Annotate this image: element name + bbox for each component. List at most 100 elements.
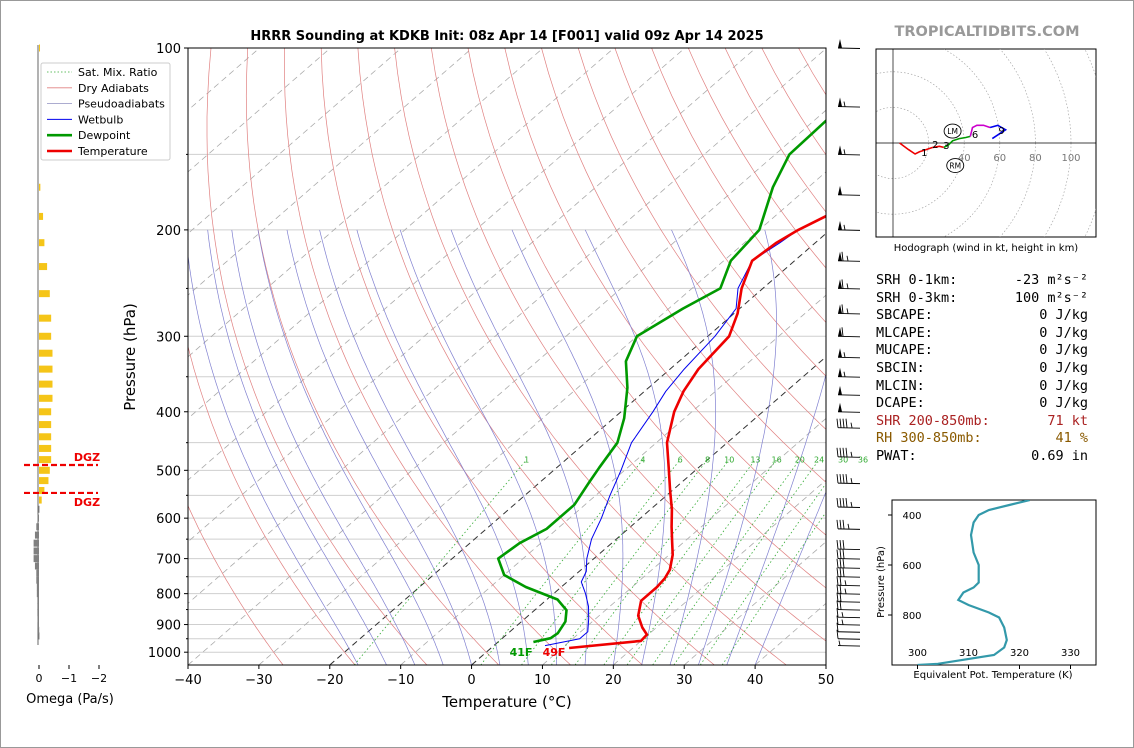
moist-adiabat (207, 229, 387, 665)
barb-staff (837, 576, 861, 578)
barb-staff (837, 528, 861, 530)
dry-adiabat (394, 48, 787, 665)
omega-bar (39, 496, 42, 504)
wind-barb (837, 304, 861, 315)
barb-flag (839, 567, 842, 577)
moist-adiabat (450, 229, 588, 665)
isotherm (188, 109, 826, 665)
wind-barb (836, 615, 861, 626)
param-row: SRH 0-1km: -23 m²s⁻² (876, 272, 1116, 290)
barb-staff (837, 356, 861, 359)
omega-bar (39, 290, 50, 298)
moist-adiabat (188, 252, 359, 665)
barb-half (850, 478, 853, 484)
storm-motion-label: LM (947, 127, 958, 136)
y-tick-label: 900 (156, 619, 181, 634)
omega-bar (34, 531, 39, 539)
omega-tick-label: −1 (61, 672, 77, 685)
omega-bar (39, 433, 52, 441)
wind-barb (837, 367, 861, 378)
omega-bar (39, 365, 53, 373)
barb-flag (836, 540, 839, 550)
hodo-segment (989, 124, 1008, 140)
theta-e-plot-area (891, 499, 1097, 666)
omega-panel: DGZ DGZ 0 −1 −2 (24, 44, 107, 685)
omega-bar (38, 626, 40, 634)
barb-half (850, 501, 853, 508)
barb-flag (836, 418, 839, 428)
param-label: PWAT: (876, 447, 917, 464)
storm-motion-marker (946, 158, 965, 173)
wind-barb (837, 97, 861, 108)
wind-barb (837, 220, 861, 231)
x-tick-label: 40 (747, 673, 764, 688)
moist-adiabat (399, 229, 557, 665)
barb-staff (837, 312, 861, 315)
y-tick-label: 400 (156, 406, 181, 421)
barb-flag (841, 251, 844, 261)
omega-bar (37, 596, 39, 604)
param-label: MLCAPE: (876, 324, 933, 341)
skewt-profiles (496, 119, 826, 650)
param-value: 0 J/kg (1039, 307, 1088, 324)
barb-flag (839, 519, 842, 529)
barb-staff (837, 631, 861, 633)
dry-adiabat (245, 48, 499, 665)
barb-half (843, 224, 846, 230)
mixing-ratio-line (673, 459, 820, 665)
y-tick-label: 1000 (148, 646, 181, 661)
dry-adiabat (467, 48, 826, 589)
mixing-ratio-line (353, 459, 528, 665)
dry-adiabat (284, 48, 571, 665)
param-label: SRH 0-1km: (876, 272, 958, 288)
param-row: MLCAPE: 0 J/kg (876, 325, 1116, 343)
mixing-ratio-line (603, 459, 756, 665)
isotherm (258, 171, 826, 665)
mixing-ratio-line (480, 459, 644, 665)
mixing-ratio-label: 30 (838, 456, 848, 465)
dgz-label: DGZ (74, 496, 100, 509)
wind-barb (836, 567, 861, 578)
hodo-segment (943, 135, 971, 149)
barb-flag (845, 418, 848, 428)
barb-flag (839, 576, 842, 586)
omega-bar (38, 505, 40, 513)
dry-adiabat (651, 48, 826, 323)
hodo-segment (932, 145, 944, 149)
dgz-label: DGZ (74, 451, 100, 464)
param-label: SBCAPE: (876, 307, 933, 324)
barb-pennant (838, 39, 842, 48)
omega-bar (36, 590, 39, 598)
mixing-ratio-line (652, 459, 801, 665)
barb-flag (839, 497, 842, 508)
mixing-ratio-line (550, 459, 708, 665)
param-value: 0 J/kg (1039, 377, 1088, 394)
hodo-height-label: 6 (972, 130, 978, 141)
barb-flag (842, 497, 845, 508)
skewt-xlabel: Temperature (°C) (441, 693, 571, 711)
barb-half (850, 451, 853, 457)
barb-staff (837, 411, 861, 413)
barb-flag (836, 622, 839, 632)
barb-staff (837, 506, 861, 508)
wetbulb-profile (544, 215, 826, 647)
theta-x-tick-label: 310 (959, 648, 978, 659)
barb-staff (837, 427, 861, 429)
omega-bar (38, 632, 40, 640)
moist-adiabat (754, 490, 826, 665)
barb-half (841, 619, 844, 625)
brand-logo-text[interactable]: TROPICALTIDBITS.COM (894, 24, 1079, 40)
moist-adiabat (356, 229, 529, 665)
wind-barbs (836, 39, 861, 647)
hodo-height-label: 3 (943, 141, 949, 152)
barb-pennant (838, 279, 842, 289)
barb-staff (837, 194, 861, 196)
omega-bar (36, 523, 39, 531)
wind-barb (837, 402, 861, 413)
x-tick-label: −30 (245, 673, 272, 688)
mixing-ratio-line (521, 459, 681, 665)
y-tick-label: 200 (156, 224, 181, 239)
wind-barb (836, 497, 861, 508)
barb-flag (836, 549, 839, 559)
param-row: RH 300-850mb: 41 % (876, 430, 1116, 448)
